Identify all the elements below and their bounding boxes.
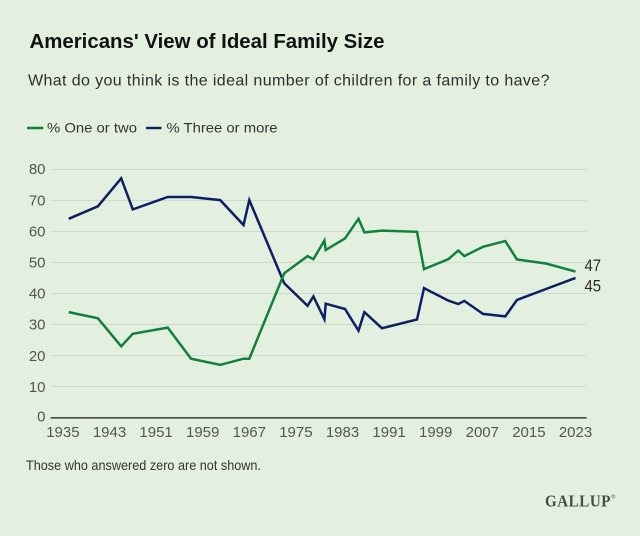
svg-text:% Three or more: % Three or more: [167, 120, 278, 136]
svg-text:Americans' View of Ideal Famil: Americans' View of Ideal Family Size: [30, 30, 385, 53]
svg-text:50: 50: [29, 255, 46, 272]
svg-text:1983: 1983: [326, 424, 359, 441]
svg-text:1991: 1991: [372, 424, 405, 441]
svg-text:1975: 1975: [279, 424, 312, 441]
svg-text:1951: 1951: [139, 424, 172, 441]
svg-text:2015: 2015: [512, 424, 545, 441]
svg-text:2023: 2023: [559, 424, 592, 441]
svg-text:1935: 1935: [46, 424, 79, 441]
svg-text:40: 40: [29, 286, 46, 303]
svg-text:1999: 1999: [419, 424, 452, 441]
svg-text:10: 10: [29, 379, 46, 396]
svg-text:®: ®: [611, 494, 615, 501]
svg-text:GALLUP: GALLUP: [545, 492, 611, 511]
svg-text:45: 45: [585, 278, 602, 296]
svg-text:30: 30: [29, 317, 46, 334]
svg-text:1943: 1943: [93, 424, 126, 441]
svg-text:70: 70: [29, 192, 46, 209]
svg-text:20: 20: [29, 348, 46, 365]
svg-text:60: 60: [29, 223, 46, 240]
svg-text:What do you think is the ideal: What do you think is the ideal number of…: [28, 73, 550, 90]
svg-text:% One or two: % One or two: [47, 120, 137, 136]
svg-text:1967: 1967: [233, 424, 266, 441]
svg-text:1959: 1959: [186, 424, 219, 441]
svg-text:80: 80: [29, 161, 46, 178]
svg-text:0: 0: [37, 408, 45, 425]
svg-text:47: 47: [585, 257, 602, 275]
svg-text:2007: 2007: [466, 424, 499, 441]
svg-text:Those who answered zero are no: Those who answered zero are not shown.: [26, 457, 261, 473]
